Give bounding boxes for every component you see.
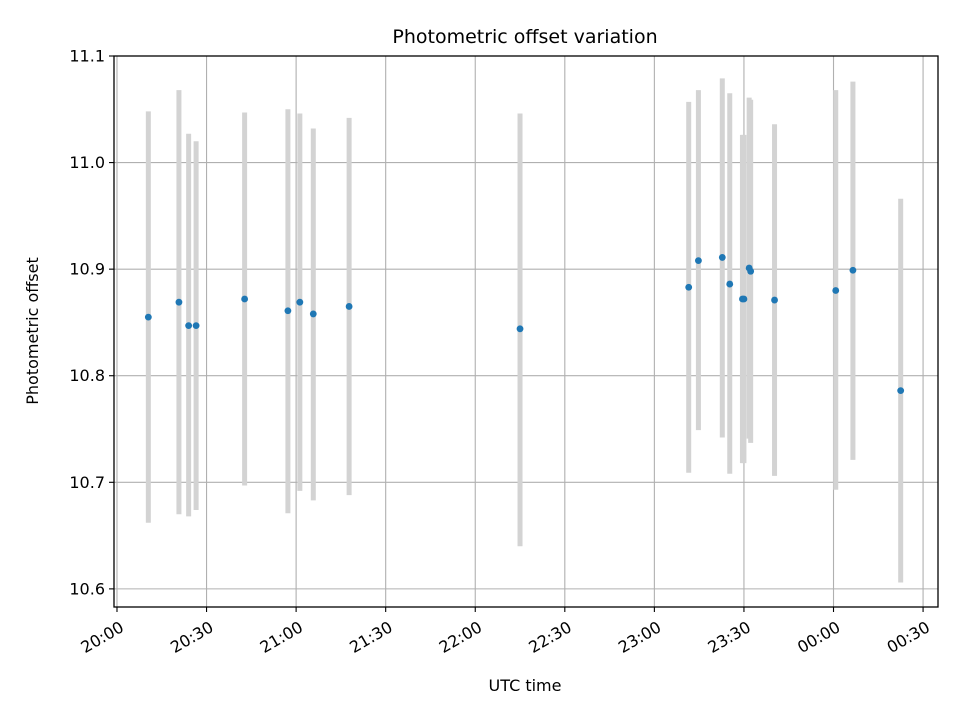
data-point (685, 283, 693, 291)
data-point (747, 267, 755, 275)
data-point (516, 325, 524, 333)
data-point (192, 322, 200, 330)
data-point (849, 266, 857, 274)
data-point (345, 303, 353, 310)
data-point (718, 254, 726, 261)
data-points (144, 254, 905, 395)
data-point (740, 295, 748, 303)
data-point (241, 295, 249, 303)
data-point (771, 296, 778, 304)
axes-frame (113, 55, 939, 608)
x-axis-label: UTC time (489, 676, 562, 695)
x-tick-label: 23:30 (705, 617, 754, 657)
y-tick-label: 10.7 (69, 473, 105, 492)
y-tick-label: 11.0 (69, 153, 105, 172)
data-point (185, 322, 193, 330)
data-point (309, 310, 317, 318)
x-tick-label: 20:00 (78, 617, 127, 657)
x-tick-label: 00:00 (794, 617, 843, 657)
x-tick-label: 21:30 (346, 617, 395, 657)
y-tick-label: 10.6 (69, 579, 105, 598)
chart-title: Photometric offset variation (392, 26, 657, 48)
x-tick-label: 20:30 (167, 617, 216, 657)
x-tick-label: 21:00 (257, 617, 306, 657)
x-tick-label: 22:00 (436, 617, 485, 657)
data-point (296, 298, 304, 306)
data-point (175, 298, 183, 306)
data-point (897, 387, 905, 395)
y-axis-label: Photometric offset (23, 257, 42, 405)
grid-lines (114, 55, 938, 607)
data-point (144, 313, 152, 321)
y-tick-label: 11.1 (69, 47, 105, 66)
y-tick-label: 10.9 (69, 260, 105, 279)
data-point (284, 307, 292, 315)
x-tick-label: 00:30 (884, 617, 933, 657)
error-bars (145, 78, 904, 583)
data-point (832, 287, 840, 294)
axis-ticks: 20:00 20:30 21:00 21:30 22:00 22:30 23:00 23:30… (69, 47, 933, 657)
x-tick-label: 22:30 (525, 617, 574, 657)
x-tick-label: 23:00 (615, 617, 664, 657)
data-point (726, 280, 734, 288)
y-tick-label: 10.8 (69, 366, 105, 385)
data-point (695, 257, 702, 265)
